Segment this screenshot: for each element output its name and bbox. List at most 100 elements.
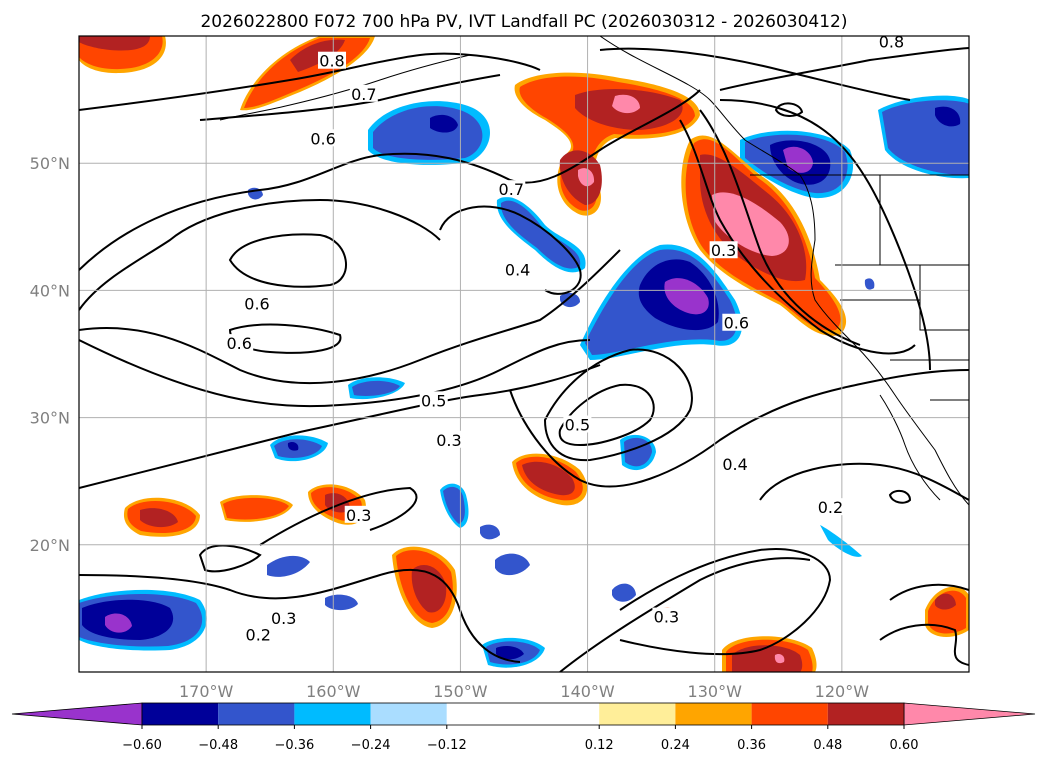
contour-label-halo — [269, 608, 298, 626]
colorbar-segment — [294, 703, 371, 725]
contour-label-halo — [318, 51, 347, 69]
contour-line — [719, 47, 969, 91]
contour-label: 0.8 — [879, 33, 904, 52]
contour-line — [509, 369, 969, 488]
contour-label: 0.6 — [244, 295, 269, 314]
map-frame — [78, 35, 970, 673]
contour-label-halo — [344, 505, 373, 523]
coastline — [599, 36, 969, 506]
colorbar-tick-label: 0.36 — [737, 738, 766, 753]
pos-anomaly-26n-inner — [522, 461, 575, 496]
colorbar-tick-label: 0.60 — [890, 738, 919, 753]
contour-label: 0.4 — [505, 260, 530, 279]
contour-label: 0.3 — [711, 241, 736, 260]
neg-anomaly-southwest-min — [105, 613, 132, 633]
contour-label: 0.5 — [421, 391, 446, 410]
contour-line — [79, 52, 541, 111]
neg-anomaly-28n-inner — [287, 441, 299, 451]
y-tick-label: 20°N — [30, 536, 70, 555]
contour-label-halo — [721, 454, 750, 472]
contour-label: 0.2 — [524, 675, 549, 694]
contour-label: 0.7 — [499, 180, 524, 199]
neg-anomaly-small-8 — [820, 525, 862, 557]
neg-anomaly-32n-core — [352, 380, 400, 396]
contour-label-halo — [816, 498, 845, 516]
neg-anomaly-small-4 — [612, 583, 636, 602]
colorbar-segment — [218, 703, 295, 725]
contour-line — [889, 583, 969, 601]
pos-anomaly-gulf-ridge-max — [578, 94, 640, 187]
contour-label-halo — [563, 415, 592, 433]
neg-anomaly-small-1 — [267, 555, 310, 577]
contour-label: 0.3 — [271, 609, 296, 628]
contour-label-halo — [434, 430, 463, 448]
contour-line — [198, 544, 262, 573]
x-tick-label: 170°W — [179, 682, 234, 701]
colorbar-tick-label: −0.48 — [198, 738, 238, 753]
neg-anomaly-small-9 — [864, 278, 875, 290]
contour-label-halo — [877, 36, 906, 50]
contour-label-halo — [243, 294, 271, 312]
contour-line — [259, 486, 418, 546]
chart-title: 2026022800 F072 700 hPa PV, IVT Landfall… — [200, 12, 847, 32]
contour-label: 0.2 — [246, 625, 271, 644]
x-tick-label: 120°W — [815, 682, 870, 701]
neg-anomaly-small-6 — [560, 292, 580, 308]
contour-label-halo — [497, 180, 526, 198]
x-tick-label: 130°W — [688, 682, 743, 701]
contour-label-halo — [652, 607, 681, 625]
contour-line — [79, 364, 601, 489]
contour-label: 0.2 — [818, 498, 843, 517]
contour-line — [759, 462, 969, 501]
contour-label-halo — [722, 313, 751, 331]
x-tick-label: 160°W — [306, 682, 361, 701]
pos-anomaly-se-inner — [935, 593, 956, 610]
y-axis-tick-labels: 20°N 30°N 40°N 50°N — [30, 154, 70, 555]
colorbar-segment — [446, 703, 600, 725]
colorbar-segment — [675, 703, 752, 725]
y-tick-label: 30°N — [30, 409, 70, 428]
neg-anomaly-small-5 — [480, 524, 500, 540]
x-tick-label: 140°W — [560, 682, 615, 701]
pos-anomaly-northwest-inner — [79, 36, 150, 51]
contour-label-halo — [503, 260, 532, 278]
contour-label-halo — [309, 129, 338, 147]
contour-line — [558, 383, 655, 447]
contour-line — [774, 102, 804, 117]
map-content: 0.80.70.60.70.40.60.60.50.30.50.40.30.30… — [79, 33, 969, 694]
contour-labels: 0.80.70.60.70.40.60.60.50.30.50.40.30.30… — [225, 33, 906, 694]
coastline — [219, 54, 471, 121]
y-tick-label: 50°N — [30, 154, 70, 173]
contour-line — [79, 569, 521, 663]
contour-line — [79, 89, 701, 271]
gridlines — [79, 36, 969, 672]
contour-line — [543, 348, 693, 462]
colorbar-tick-label: −0.60 — [122, 738, 162, 753]
coastline — [879, 394, 941, 501]
contour-label: 0.3 — [346, 506, 371, 525]
contour-line — [228, 233, 347, 288]
contour-line — [79, 249, 621, 385]
contour-line — [888, 489, 912, 504]
x-axis-tick-labels: 170°W 160°W 150°W 140°W 130°W 120°W — [179, 682, 869, 701]
contour-line — [599, 47, 911, 101]
contour-label: 0.8 — [319, 52, 344, 71]
contour-label: 0.3 — [436, 431, 461, 450]
contour-line — [559, 557, 811, 672]
neg-anomaly-band-40n-core — [500, 200, 581, 269]
colorbar: −0.60 −0.48 −0.36 −0.24 −0.12 0.12 0.24 0.36 0.4… — [11, 702, 1036, 753]
colorbar-tick-label: 0.12 — [585, 738, 614, 753]
colorbar-segment — [599, 703, 676, 725]
pv-shading — [79, 36, 969, 672]
contour-label: 0.4 — [722, 455, 747, 474]
contour-label-halo — [709, 241, 738, 259]
colorbar-extend-max — [903, 702, 1036, 726]
contour-label: 0.6 — [724, 314, 749, 333]
border — [835, 264, 969, 331]
colorbar-tick-label: −0.12 — [427, 738, 467, 753]
contour-label-halo — [225, 334, 254, 352]
colorbar-extend-min — [11, 702, 143, 726]
contour-label: 0.7 — [351, 85, 376, 104]
neg-anomaly-offshore-nw-min — [783, 146, 813, 173]
contour-label: 0.6 — [310, 129, 335, 148]
